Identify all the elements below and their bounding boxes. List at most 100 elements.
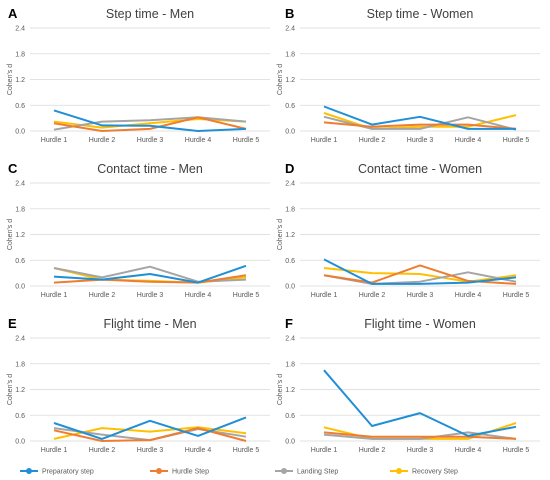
- x-tick-label: Hurdle 1: [41, 447, 68, 454]
- x-tick-label: Hurdle 3: [407, 447, 434, 454]
- y-tick-label: 1.2: [15, 387, 25, 394]
- x-tick-label: Hurdle 3: [137, 137, 164, 144]
- panel-c: C Contact time - Men Cohen's d 0.0 0.6 1.2 1.8…: [7, 161, 270, 299]
- x-tick-label: Hurdle 5: [503, 137, 530, 144]
- series-line-landing-step: [323, 115, 517, 131]
- x-tick-label: Hurdle 5: [233, 447, 260, 454]
- legend-item-preparatory-step: Preparatory step: [20, 468, 94, 476]
- y-tick-label: 1.8: [285, 361, 295, 368]
- panel-title: Flight time - Men: [103, 317, 196, 331]
- y-tick-label: 0.0: [15, 129, 25, 136]
- y-tick-label: 0.6: [15, 258, 25, 265]
- panel-b: B Step time - Women Cohen's d 0.0 0.6 1.2 1.8 2…: [277, 6, 540, 144]
- y-axis-label: Cohen's d: [277, 219, 284, 250]
- y-tick-label: 1.8: [15, 361, 25, 368]
- y-tick-label: 0.6: [285, 413, 295, 420]
- series-line-recovery-step: [323, 267, 517, 283]
- y-tick-label: 2.4: [285, 181, 295, 188]
- x-tick-label: Hurdle 2: [359, 137, 386, 144]
- panel-letter: B: [285, 6, 294, 21]
- y-axis-label: Cohen's d: [277, 64, 284, 95]
- panel-d: D Contact time - Women Cohen's d 0.0 0.6 1.2 1…: [277, 161, 540, 299]
- panel-title: Step time - Men: [106, 7, 194, 21]
- y-tick-label: 0.0: [15, 439, 25, 446]
- legend-item-recovery-step: Recovery Step: [390, 468, 458, 476]
- y-tick-label: 0.0: [285, 284, 295, 291]
- x-tick-label: Hurdle 1: [311, 292, 338, 299]
- x-tick-label: Hurdle 1: [41, 137, 68, 144]
- y-tick-label: 1.2: [285, 232, 295, 239]
- y-axis-label: Cohen's d: [7, 219, 14, 250]
- series-line-hurdle-step: [53, 427, 247, 442]
- y-tick-label: 2.4: [285, 336, 295, 343]
- series-line-preparatory-step: [323, 369, 517, 437]
- y-tick-label: 0.0: [285, 439, 295, 446]
- x-tick-label: Hurdle 3: [407, 137, 434, 144]
- y-tick-label: 0.6: [15, 103, 25, 110]
- x-tick-label: Hurdle 5: [503, 292, 530, 299]
- x-tick-label: Hurdle 4: [455, 137, 482, 144]
- series-line-preparatory-step: [53, 264, 247, 284]
- series-line-preparatory-step: [323, 258, 517, 285]
- series-line-preparatory-step: [323, 105, 516, 130]
- x-tick-label: Hurdle 5: [503, 447, 530, 454]
- series-line-recovery-step: [323, 112, 517, 130]
- legend-label: Preparatory step: [42, 469, 94, 476]
- x-tick-label: Hurdle 3: [137, 447, 164, 454]
- x-tick-label: Hurdle 4: [455, 292, 482, 299]
- x-tick-label: Hurdle 1: [41, 292, 68, 299]
- x-tick-label: Hurdle 2: [89, 447, 116, 454]
- series-line-landing-step: [323, 431, 517, 440]
- panel-title: Step time - Women: [367, 7, 474, 21]
- panel-letter: C: [8, 161, 18, 176]
- panel-letter: E: [8, 316, 17, 331]
- legend-marker: [26, 468, 32, 474]
- y-tick-label: 2.4: [285, 26, 295, 33]
- y-tick-label: 0.6: [15, 413, 25, 420]
- y-tick-label: 0.0: [15, 284, 25, 291]
- y-tick-label: 1.2: [285, 77, 295, 84]
- y-axis-label: Cohen's d: [7, 64, 14, 95]
- panel-e: E Flight time - Men Cohen's d 0.0 0.6 1.2 1.8 2…: [7, 316, 270, 454]
- y-axis-label: Cohen's d: [7, 374, 14, 405]
- x-tick-label: Hurdle 1: [311, 137, 338, 144]
- y-tick-label: 2.4: [15, 336, 25, 343]
- y-tick-label: 2.4: [15, 181, 25, 188]
- y-tick-label: 1.2: [15, 232, 25, 239]
- series-line-landing-step: [53, 116, 247, 131]
- y-tick-label: 1.8: [285, 51, 295, 58]
- series-line-hurdle-step: [53, 116, 247, 132]
- y-tick-label: 0.6: [285, 103, 295, 110]
- panel-letter: A: [8, 6, 18, 21]
- series-line-preparatory-step: [53, 109, 247, 132]
- x-tick-label: Hurdle 5: [233, 292, 260, 299]
- series-line-recovery-step: [53, 118, 247, 129]
- legend-marker: [396, 468, 402, 474]
- x-tick-label: Hurdle 4: [185, 137, 212, 144]
- panel-title: Flight time - Women: [364, 317, 476, 331]
- legend-marker: [156, 468, 162, 474]
- legend: Preparatory step Hurdle Step Landing Step R…: [20, 468, 458, 476]
- y-tick-label: 0.0: [285, 129, 295, 136]
- x-tick-label: Hurdle 2: [89, 292, 116, 299]
- x-tick-label: Hurdle 4: [185, 292, 212, 299]
- y-tick-label: 1.2: [15, 77, 25, 84]
- x-tick-label: Hurdle 3: [137, 292, 164, 299]
- x-tick-label: Hurdle 3: [407, 292, 434, 299]
- y-tick-label: 1.2: [285, 387, 295, 394]
- legend-marker: [281, 468, 287, 474]
- x-tick-label: Hurdle 2: [359, 447, 386, 454]
- x-tick-label: Hurdle 5: [233, 137, 260, 144]
- y-tick-label: 1.8: [15, 206, 25, 213]
- panel-letter: F: [285, 316, 293, 331]
- legend-label: Landing Step: [297, 469, 338, 476]
- legend-item-hurdle-step: Hurdle Step: [150, 468, 209, 476]
- y-tick-label: 1.8: [15, 51, 25, 58]
- y-axis-label: Cohen's d: [277, 374, 284, 405]
- panels: A Step time - Men Cohen's d 0.0 0.6 1.2 1.8 2.4…: [7, 6, 540, 454]
- series-line-hurdle-step: [323, 431, 517, 440]
- x-tick-label: Hurdle 4: [455, 447, 482, 454]
- series-line-hurdle-step: [323, 121, 517, 130]
- legend-label: Recovery Step: [412, 469, 458, 476]
